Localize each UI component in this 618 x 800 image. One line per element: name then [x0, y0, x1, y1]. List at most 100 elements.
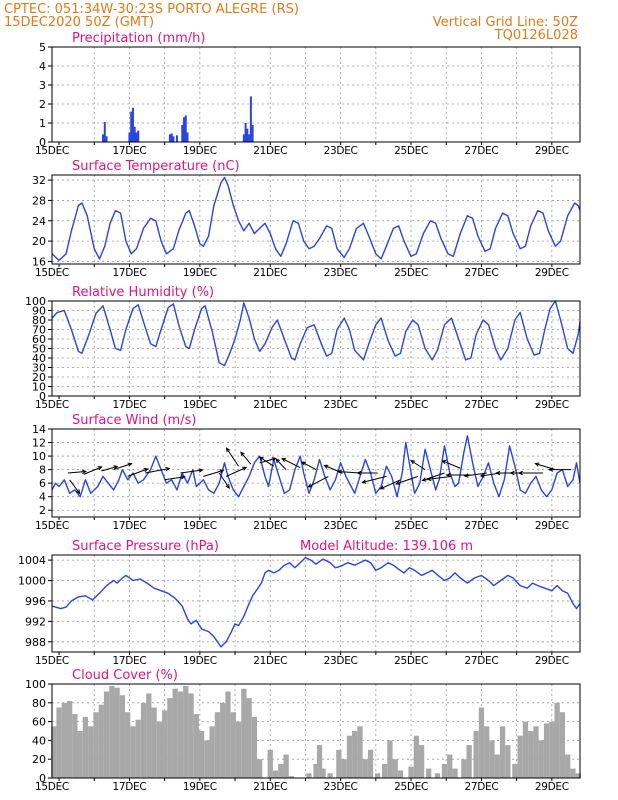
wind-arrow-head — [441, 460, 447, 465]
wind-arrow-head — [379, 485, 385, 490]
wind-arrow — [464, 472, 487, 477]
wind-arrow — [83, 466, 102, 475]
wind-arrow-head — [495, 470, 501, 476]
cloud-bar — [392, 759, 398, 778]
wind-arrow — [240, 451, 252, 465]
panel-title: Surface Pressure (hPa) — [72, 539, 219, 554]
wind-arrow — [113, 463, 132, 471]
panel-2: Surface Temperature (nC) 16 20 24 28 32 15DEC 1… — [32, 159, 581, 279]
precip-bar — [133, 126, 136, 142]
y-tick-label: 0 — [39, 136, 46, 149]
y-tick-label: 100 — [25, 295, 46, 308]
cloud-bar — [473, 731, 479, 778]
plot-frame — [51, 428, 581, 518]
cloud-bar — [82, 716, 89, 778]
cloud-bar — [51, 726, 57, 778]
panel-title: Surface Wind (m/s) — [72, 413, 196, 428]
wind-arrow — [127, 468, 148, 477]
cloud-bar — [478, 707, 485, 778]
cloud-bar — [251, 716, 258, 778]
wind-arrow — [69, 479, 81, 494]
wind-arrow — [337, 471, 361, 474]
y-tick-label: 24 — [32, 215, 46, 228]
header-line1: CPTEC: 051:34W-30:23S PORTO ALEGRE (RS) — [4, 2, 299, 17]
panel-1: Precipitation (mm/h) 0 1 2 3 4 5 15DEC 17DEC 19DE… — [35, 31, 581, 157]
y-tick-label: 40 — [32, 352, 46, 365]
precip-bar — [248, 134, 251, 142]
x-tick-label: 17DEC — [112, 399, 146, 411]
cloud-bar — [272, 770, 279, 778]
x-tick-label: 15DEC — [35, 520, 69, 532]
precip-bar — [135, 132, 138, 142]
cloud-bar — [119, 695, 126, 778]
x-tick-label: 15DEC — [35, 145, 69, 157]
cloud-bar — [320, 768, 326, 778]
precip-bar — [170, 133, 173, 142]
wind-arrow-head — [517, 470, 523, 476]
x-tick-label: 25DEC — [394, 145, 428, 157]
y-tick-label: 20 — [32, 753, 46, 766]
wind-arrow — [395, 475, 419, 485]
x-tick-label: 29DEC — [535, 399, 569, 411]
cloud-bar — [447, 754, 453, 778]
cloud-bar — [135, 719, 141, 778]
panel-3: Relative Humidity (%) 0102030405060708090… — [25, 285, 581, 411]
cloud-bar — [230, 712, 236, 778]
y-tick-label: 10 — [32, 381, 46, 394]
cloud-bar — [66, 700, 73, 778]
x-tick-label: 27DEC — [464, 520, 498, 532]
y-tick-label: 992 — [25, 615, 46, 628]
wind-arrow — [226, 466, 247, 477]
y-tick-label: 60 — [32, 333, 46, 346]
y-tick-label: 70 — [32, 324, 46, 337]
cloud-bar — [426, 768, 432, 778]
cloud-bar — [434, 773, 441, 778]
cloud-bar — [209, 726, 215, 778]
x-tick-label: 25DEC — [394, 399, 428, 411]
cloud-bar — [336, 749, 342, 778]
wind-arrow — [442, 460, 461, 469]
cloud-bar — [382, 763, 388, 778]
y-tick-label: 28 — [32, 194, 46, 207]
precip-bar — [175, 135, 178, 142]
wind-arrow-head — [271, 457, 277, 462]
x-tick-label: 17DEC — [112, 145, 146, 157]
x-tick-label: 17DEC — [112, 267, 146, 279]
cloud-bar — [397, 770, 404, 778]
y-tick-label: 50 — [32, 343, 46, 356]
cloud-bar — [341, 759, 347, 778]
y-tick-label: 80 — [32, 314, 46, 327]
wind-arrow — [203, 469, 224, 477]
wind-arrow — [301, 461, 317, 471]
precip-bar — [137, 130, 140, 142]
wind-arrow-head — [394, 480, 401, 485]
plot-frame — [51, 683, 581, 779]
cloud-bar — [528, 731, 534, 778]
cloud-bar — [522, 721, 529, 778]
cloud-bar — [241, 688, 247, 778]
wind-arrow — [145, 468, 170, 474]
cloud-bar — [235, 721, 242, 778]
cloud-bar — [538, 740, 544, 778]
cloud-bar — [565, 754, 571, 778]
x-tick-label: 27DEC — [464, 399, 498, 411]
x-tick-label: 29DEC — [535, 520, 569, 532]
wind-arrow-head — [445, 472, 451, 478]
x-tick-label: 15DEC — [35, 655, 69, 667]
cloud-bar — [461, 759, 467, 778]
y-tick-label: 996 — [25, 595, 46, 608]
series-line — [51, 435, 581, 498]
cloud-bar — [494, 754, 500, 778]
y-tick-label: 3 — [39, 79, 46, 92]
precip-bar — [130, 111, 133, 142]
cloud-bar — [77, 731, 83, 778]
x-tick-label: 23DEC — [324, 655, 358, 667]
precip-bar — [131, 107, 134, 142]
y-tick-label: 6 — [39, 477, 46, 490]
wind-arrow-head — [75, 489, 81, 495]
x-tick-label: 19DEC — [183, 520, 217, 532]
cloud-bar — [418, 745, 425, 778]
